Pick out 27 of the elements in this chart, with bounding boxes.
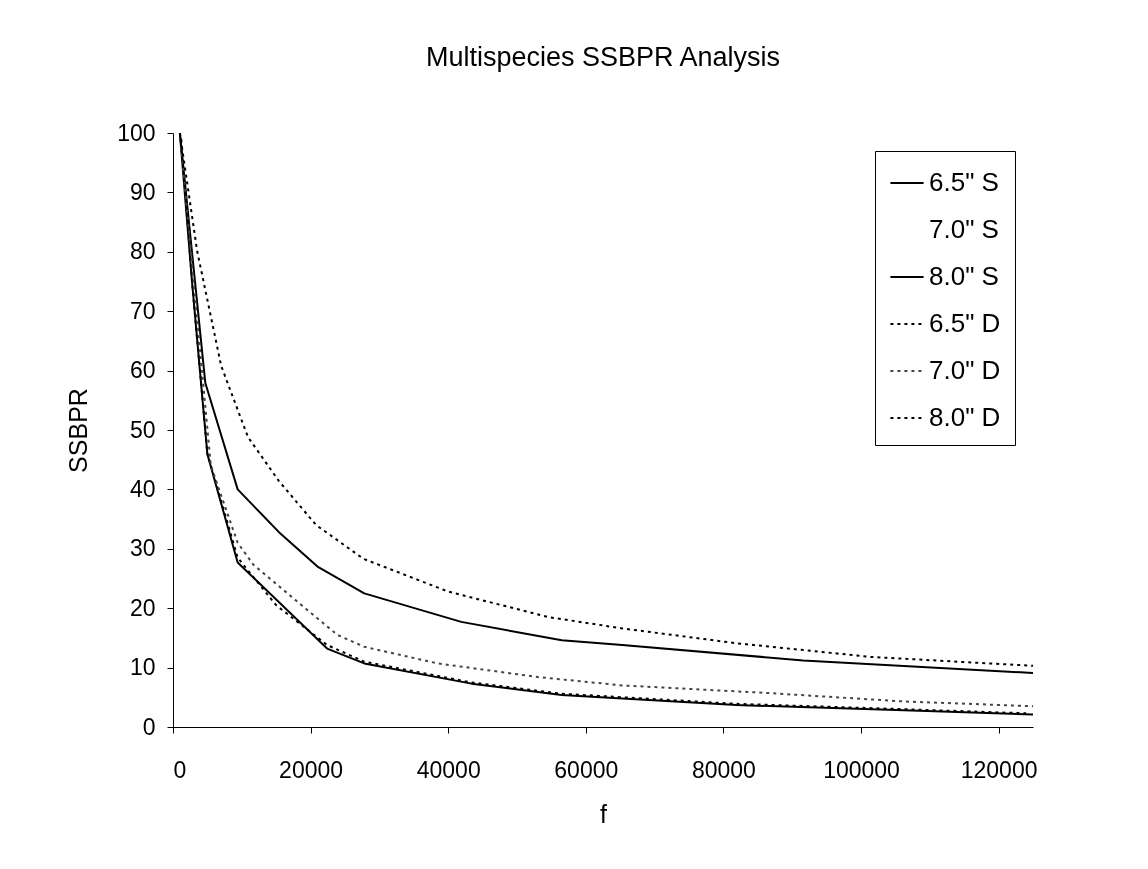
y-tick-label: 90 — [129, 178, 156, 205]
legend-label: 6.5" D — [929, 308, 1001, 338]
y-tick-label: 10 — [129, 654, 156, 681]
legend-label: 8.0" S — [929, 261, 999, 291]
y-tick-label: 0 — [142, 713, 156, 740]
y-tick-label: 30 — [129, 535, 156, 562]
x-tick-label: 40000 — [416, 756, 481, 783]
y-tick-label: 80 — [129, 238, 156, 265]
y-tick-label: 40 — [129, 475, 156, 502]
y-tick-label: 50 — [129, 416, 156, 443]
x-tick-label: 120000 — [960, 756, 1038, 783]
y-tick-label: 100 — [117, 119, 156, 146]
y-tick-label: 70 — [129, 297, 156, 324]
x-tick-label: 100000 — [823, 756, 900, 783]
text: 7.0" S — [929, 214, 999, 244]
x-tick-label: 0 — [173, 756, 187, 783]
legend-label: 6.5" S — [929, 167, 999, 197]
y-tick-label: 60 — [129, 357, 156, 384]
legend-label: 8.0" D — [929, 402, 1001, 432]
x-tick-label: 80000 — [691, 756, 756, 783]
chart-title: Multispecies SSBPR Analysis — [425, 42, 781, 72]
y-axis-title: SSBPR — [64, 388, 93, 473]
x-tick-label: 20000 — [279, 756, 344, 783]
legend-label: 7.0" D — [929, 355, 1001, 385]
x-axis-title: f — [600, 799, 608, 828]
x-tick-label: 60000 — [554, 756, 619, 783]
y-tick-label: 20 — [129, 594, 156, 621]
